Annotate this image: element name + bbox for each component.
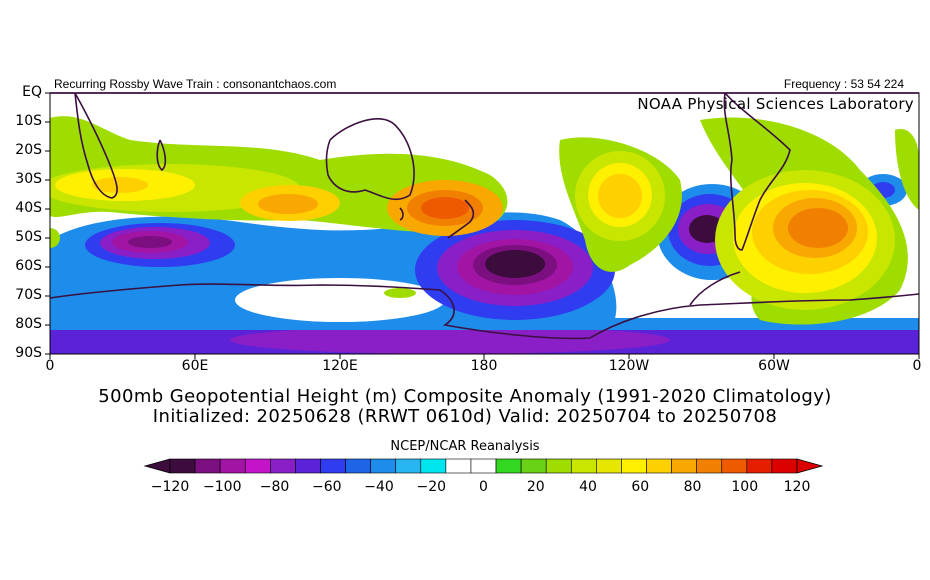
lon-ticks <box>49 354 920 359</box>
low-pacific-core <box>485 250 545 278</box>
lon-label: 0 <box>45 358 55 374</box>
colorbar-label: −100 <box>203 479 242 495</box>
colorbar-label: 80 <box>683 479 702 495</box>
colorbar-label: 100 <box>731 479 759 495</box>
colorbar-cell <box>345 458 371 474</box>
lon-label: 0 <box>912 358 922 374</box>
colorbar-cell <box>320 458 346 474</box>
colorbar-cell <box>646 458 672 474</box>
lat-label: 50S <box>15 229 42 245</box>
high-nz-core <box>421 197 469 219</box>
colorbar-high-arrow <box>796 458 824 474</box>
high-west-edge <box>50 228 60 248</box>
lat-label: 70S <box>15 287 42 303</box>
high-cpac-core <box>598 174 642 218</box>
colorbar-label: 120 <box>783 479 811 495</box>
colorbar-cell <box>771 458 798 474</box>
colorbar-label: 40 <box>579 479 597 495</box>
colorbar-cell <box>244 458 271 474</box>
high-atl-core <box>788 208 848 248</box>
colorbar-cell <box>420 458 447 474</box>
colorbar-cell <box>621 458 647 474</box>
lat-label: 20S <box>15 142 42 158</box>
header-frequency-text: Frequency : 53 54 224 <box>783 77 904 91</box>
colorbar-cell <box>270 458 296 474</box>
colorbar-cell <box>570 458 597 474</box>
lat-label: 80S <box>15 316 42 332</box>
lat-label: 40S <box>15 200 42 216</box>
polar-negative-core <box>230 326 670 354</box>
lat-label: 90S <box>15 345 42 361</box>
colorbar-cell <box>219 458 246 474</box>
colorbar-cell <box>370 458 397 474</box>
high-band-africa <box>92 177 148 193</box>
colorbar-label: 60 <box>631 479 650 495</box>
coastlines <box>50 93 919 340</box>
colorbar <box>143 458 824 474</box>
colorbar-cell <box>746 458 773 474</box>
colorbar-label: 0 <box>479 479 488 495</box>
colorbar-cell <box>169 458 196 474</box>
colorbar-cell <box>696 458 723 474</box>
lon-label: 120W <box>608 358 650 374</box>
colorbar-cell <box>395 458 422 474</box>
colorbar-cell <box>520 458 547 474</box>
colorbar-cell <box>721 458 748 474</box>
high-indian-core <box>258 194 318 214</box>
low-indian-core <box>128 236 172 248</box>
lat-label: 10S <box>15 113 42 129</box>
lon-label: 180 <box>470 358 498 374</box>
colorbar-label: −80 <box>259 479 290 495</box>
lab-attribution: NOAA Physical Sciences Laboratory <box>637 95 914 113</box>
colorbar-label: 20 <box>526 479 545 495</box>
colorbar-low-arrow <box>143 458 171 474</box>
lat-ticks <box>45 92 50 355</box>
colorbar-cell <box>295 458 321 474</box>
lon-label: 60E <box>181 358 209 374</box>
lon-label: 120E <box>322 358 358 374</box>
colorbar-cell <box>495 458 522 474</box>
data-source-label: NCEP/NCAR Reanalysis <box>390 439 540 454</box>
colorbar-cell <box>470 458 497 474</box>
colorbar-label: −60 <box>311 479 342 495</box>
colorbar-cell <box>545 458 572 474</box>
lat-label: EQ <box>22 84 42 100</box>
colorbar-cell <box>194 458 221 474</box>
lat-label: 30S <box>15 171 42 187</box>
colorbar-cell <box>596 458 622 474</box>
main-title: 500mb Geopotential Height (m) Composite … <box>98 386 832 407</box>
lat-label: 60S <box>15 258 42 274</box>
anomaly-field <box>50 93 919 354</box>
colorbar-cell <box>671 458 697 474</box>
small-positive-patch <box>384 288 416 298</box>
lon-label: 60W <box>758 358 790 374</box>
header-source-text: Recurring Rossby Wave Train : consonantc… <box>54 77 337 91</box>
subtitle: Initialized: 20250628 (RRWT 0610d) Valid… <box>152 406 778 427</box>
high-east-edge <box>895 129 919 210</box>
colorbar-cell <box>445 458 472 474</box>
colorbar-label: −120 <box>150 479 190 495</box>
colorbar-label: −40 <box>364 479 394 495</box>
colorbar-label: −20 <box>416 479 447 495</box>
